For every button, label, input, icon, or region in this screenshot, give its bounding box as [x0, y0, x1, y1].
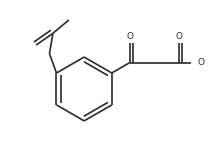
Text: O: O	[198, 58, 205, 67]
Text: O: O	[175, 32, 182, 41]
Text: O: O	[126, 32, 133, 41]
